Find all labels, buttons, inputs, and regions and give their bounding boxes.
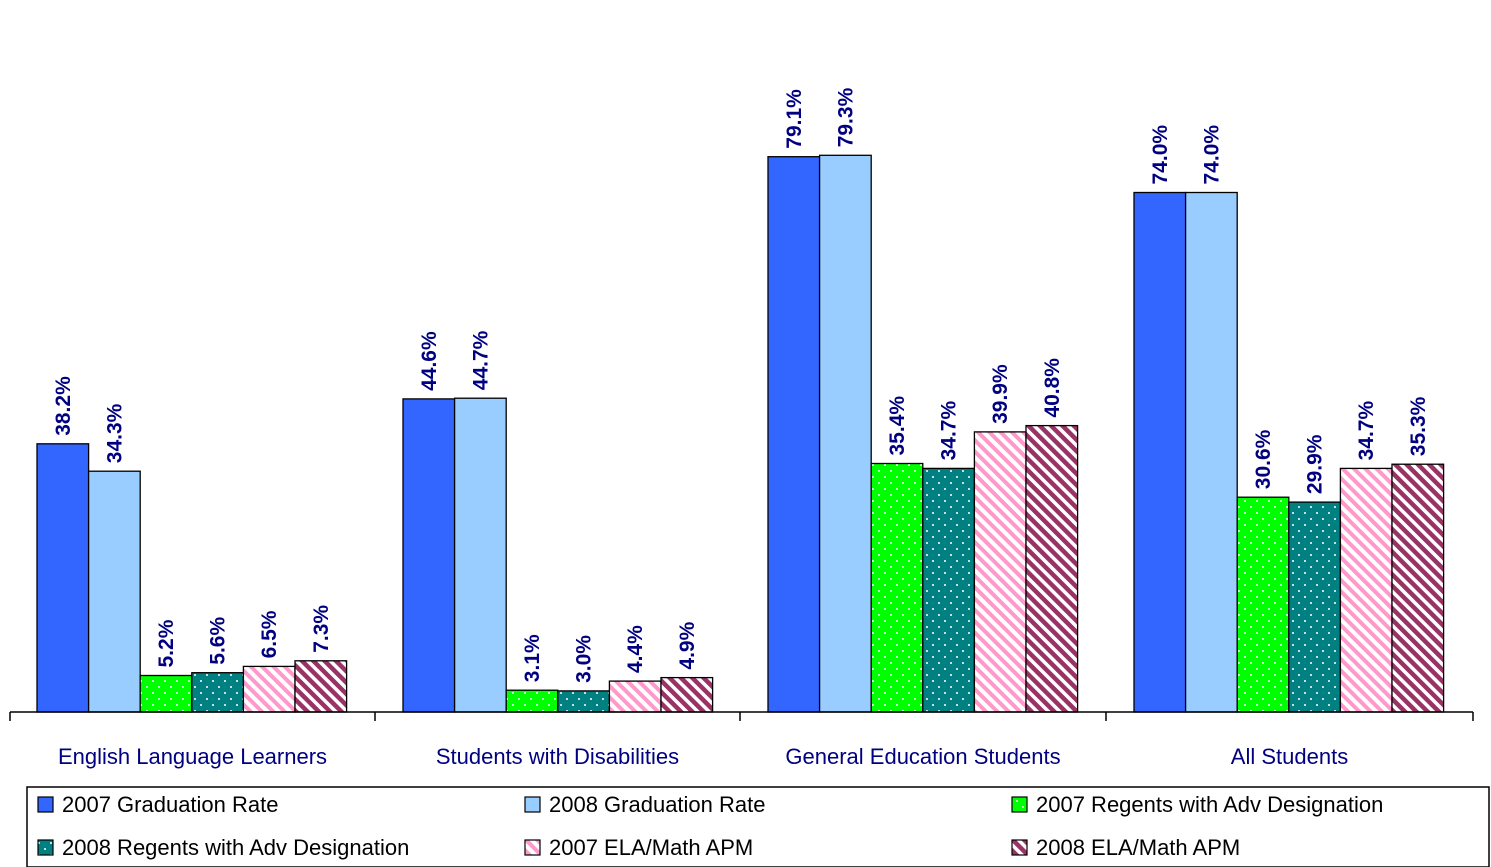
bar: [922, 467, 976, 713]
bar: [608, 680, 662, 713]
bar: [294, 660, 348, 713]
legend-frame: [26, 786, 1490, 867]
category-label: Students with Disabilities: [436, 744, 679, 769]
legend-entry: 2008 Graduation Rate: [549, 792, 766, 817]
category-label: All Students: [1231, 744, 1348, 769]
bar: [191, 672, 245, 713]
bar: [870, 462, 924, 713]
data-label: 38.2%: [52, 376, 75, 436]
x-axis-ticks: [9, 712, 1474, 721]
data-label: 6.5%: [258, 610, 281, 658]
data-label: 5.2%: [155, 619, 178, 667]
data-label: 29.9%: [1304, 434, 1327, 494]
legend-entry: 2008 Regents with Adv Designation: [62, 835, 409, 860]
bar: [1288, 501, 1342, 713]
bar: [1025, 424, 1079, 713]
data-label: 30.6%: [1252, 429, 1275, 489]
data-label: 44.6%: [418, 331, 441, 391]
bar: [242, 665, 296, 713]
bar: [505, 689, 559, 713]
value-labels-layer: 38.2% 44.6% 79.1% 74.0% 34.3% 44.7% 79.3% 74.0%…: [52, 87, 1430, 682]
bar: [660, 676, 714, 713]
bar: [1133, 191, 1187, 713]
bar: [557, 690, 611, 713]
bar: [139, 674, 193, 713]
bar: [1184, 191, 1238, 713]
legend-swatch: [37, 839, 54, 856]
data-label: 4.4%: [624, 625, 647, 673]
category-label: General Education Students: [785, 744, 1060, 769]
legend-swatch: [37, 796, 54, 813]
bar: [402, 398, 456, 713]
bar: [767, 156, 821, 713]
data-label: 74.0%: [1149, 125, 1172, 185]
data-label: 40.8%: [1041, 358, 1064, 418]
category-labels-layer: English Language Learners Students with D…: [58, 744, 1348, 769]
legend-swatch: [1011, 796, 1028, 813]
bar: [87, 470, 141, 713]
legend-items: 2007 Graduation Rate 2008 Graduation Rate…: [37, 792, 1383, 860]
data-label: 39.9%: [989, 364, 1012, 424]
legend-swatch: [1011, 839, 1028, 856]
x-axis: [9, 711, 1474, 721]
legend-entry: 2007 ELA/Math APM: [549, 835, 753, 860]
bar: [1339, 467, 1393, 713]
bar: [1391, 463, 1445, 713]
data-label: 79.1%: [783, 89, 806, 149]
bar: [453, 397, 507, 713]
data-label: 7.3%: [310, 605, 333, 653]
data-label: 3.1%: [521, 634, 544, 682]
bars-layer: [36, 154, 1445, 713]
data-label: 5.6%: [207, 617, 230, 665]
legend-swatch: [524, 839, 541, 856]
data-label: 44.7%: [469, 330, 492, 390]
bar: [818, 154, 872, 713]
data-label: 34.7%: [938, 401, 961, 461]
legend: 2007 Graduation Rate 2008 Graduation Rate…: [26, 786, 1490, 867]
data-label: 35.3%: [1407, 396, 1430, 456]
bar: [973, 431, 1027, 713]
legend-swatch: [524, 796, 541, 813]
data-label: 35.4%: [886, 396, 909, 456]
legend-entry: 2008 ELA/Math APM: [1036, 835, 1240, 860]
bar: [1236, 496, 1290, 713]
legend-entry: 2007 Graduation Rate: [62, 792, 279, 817]
bar: [36, 443, 90, 713]
legend-entry: 2007 Regents with Adv Designation: [1036, 792, 1383, 817]
data-label: 79.3%: [834, 87, 857, 147]
data-label: 4.9%: [676, 621, 699, 669]
data-label: 34.3%: [103, 403, 126, 463]
data-label: 34.7%: [1355, 401, 1378, 461]
data-label: 3.0%: [573, 635, 596, 683]
category-label: English Language Learners: [58, 744, 327, 769]
data-label: 74.0%: [1200, 125, 1223, 185]
